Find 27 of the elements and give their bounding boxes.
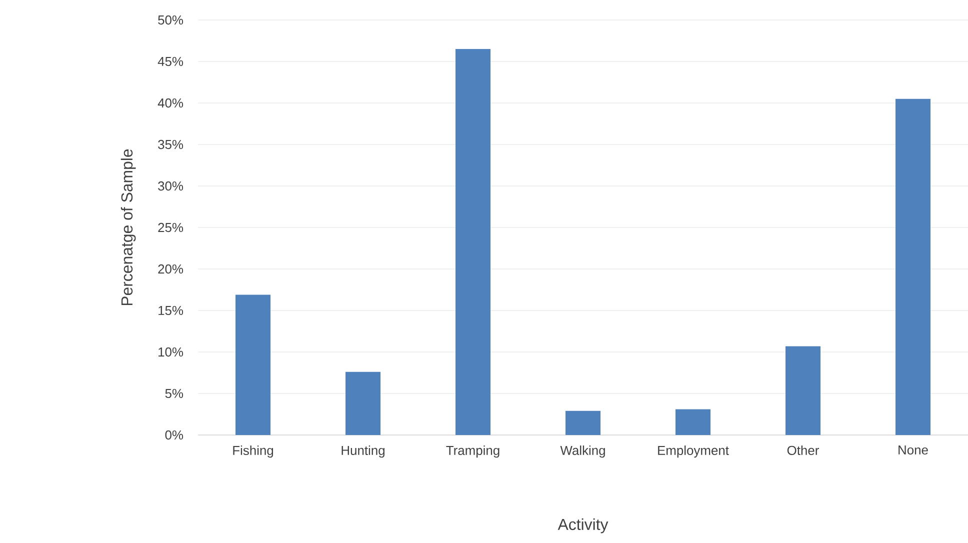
x-axis-title: Activity (558, 518, 608, 534)
bar (456, 49, 491, 435)
y-tick-label: 5% (165, 388, 184, 398)
x-tick-label: Tramping (446, 446, 500, 458)
y-tick-label: 50% (158, 15, 184, 25)
y-tick-label: 40% (158, 98, 184, 108)
x-tick-label: Employment (658, 446, 729, 458)
bar (566, 410, 601, 435)
x-tick-label: Other (787, 446, 819, 456)
y-tick-label: 25% (158, 222, 184, 232)
y-tick-label: 35% (158, 140, 184, 150)
x-tick-label: Hunting (342, 446, 384, 458)
y-tick-label: 20% (158, 264, 184, 274)
bar (676, 409, 711, 435)
y-tick-label: 0% (165, 430, 184, 440)
x-tick-label: Fishing (233, 446, 274, 458)
bar (346, 372, 381, 435)
y-tick-label: 15% (158, 306, 184, 316)
bar (896, 98, 931, 435)
y-tick-label: 45% (158, 56, 184, 66)
y-axis-title: Percenatge of Sample (120, 149, 136, 306)
y-tick-label: 10% (158, 347, 184, 357)
y-tick-label: 30% (158, 181, 184, 191)
bar (786, 346, 821, 435)
x-tick-label: None (898, 446, 928, 455)
bar (236, 294, 271, 435)
x-tick-label: Walking (560, 446, 605, 458)
